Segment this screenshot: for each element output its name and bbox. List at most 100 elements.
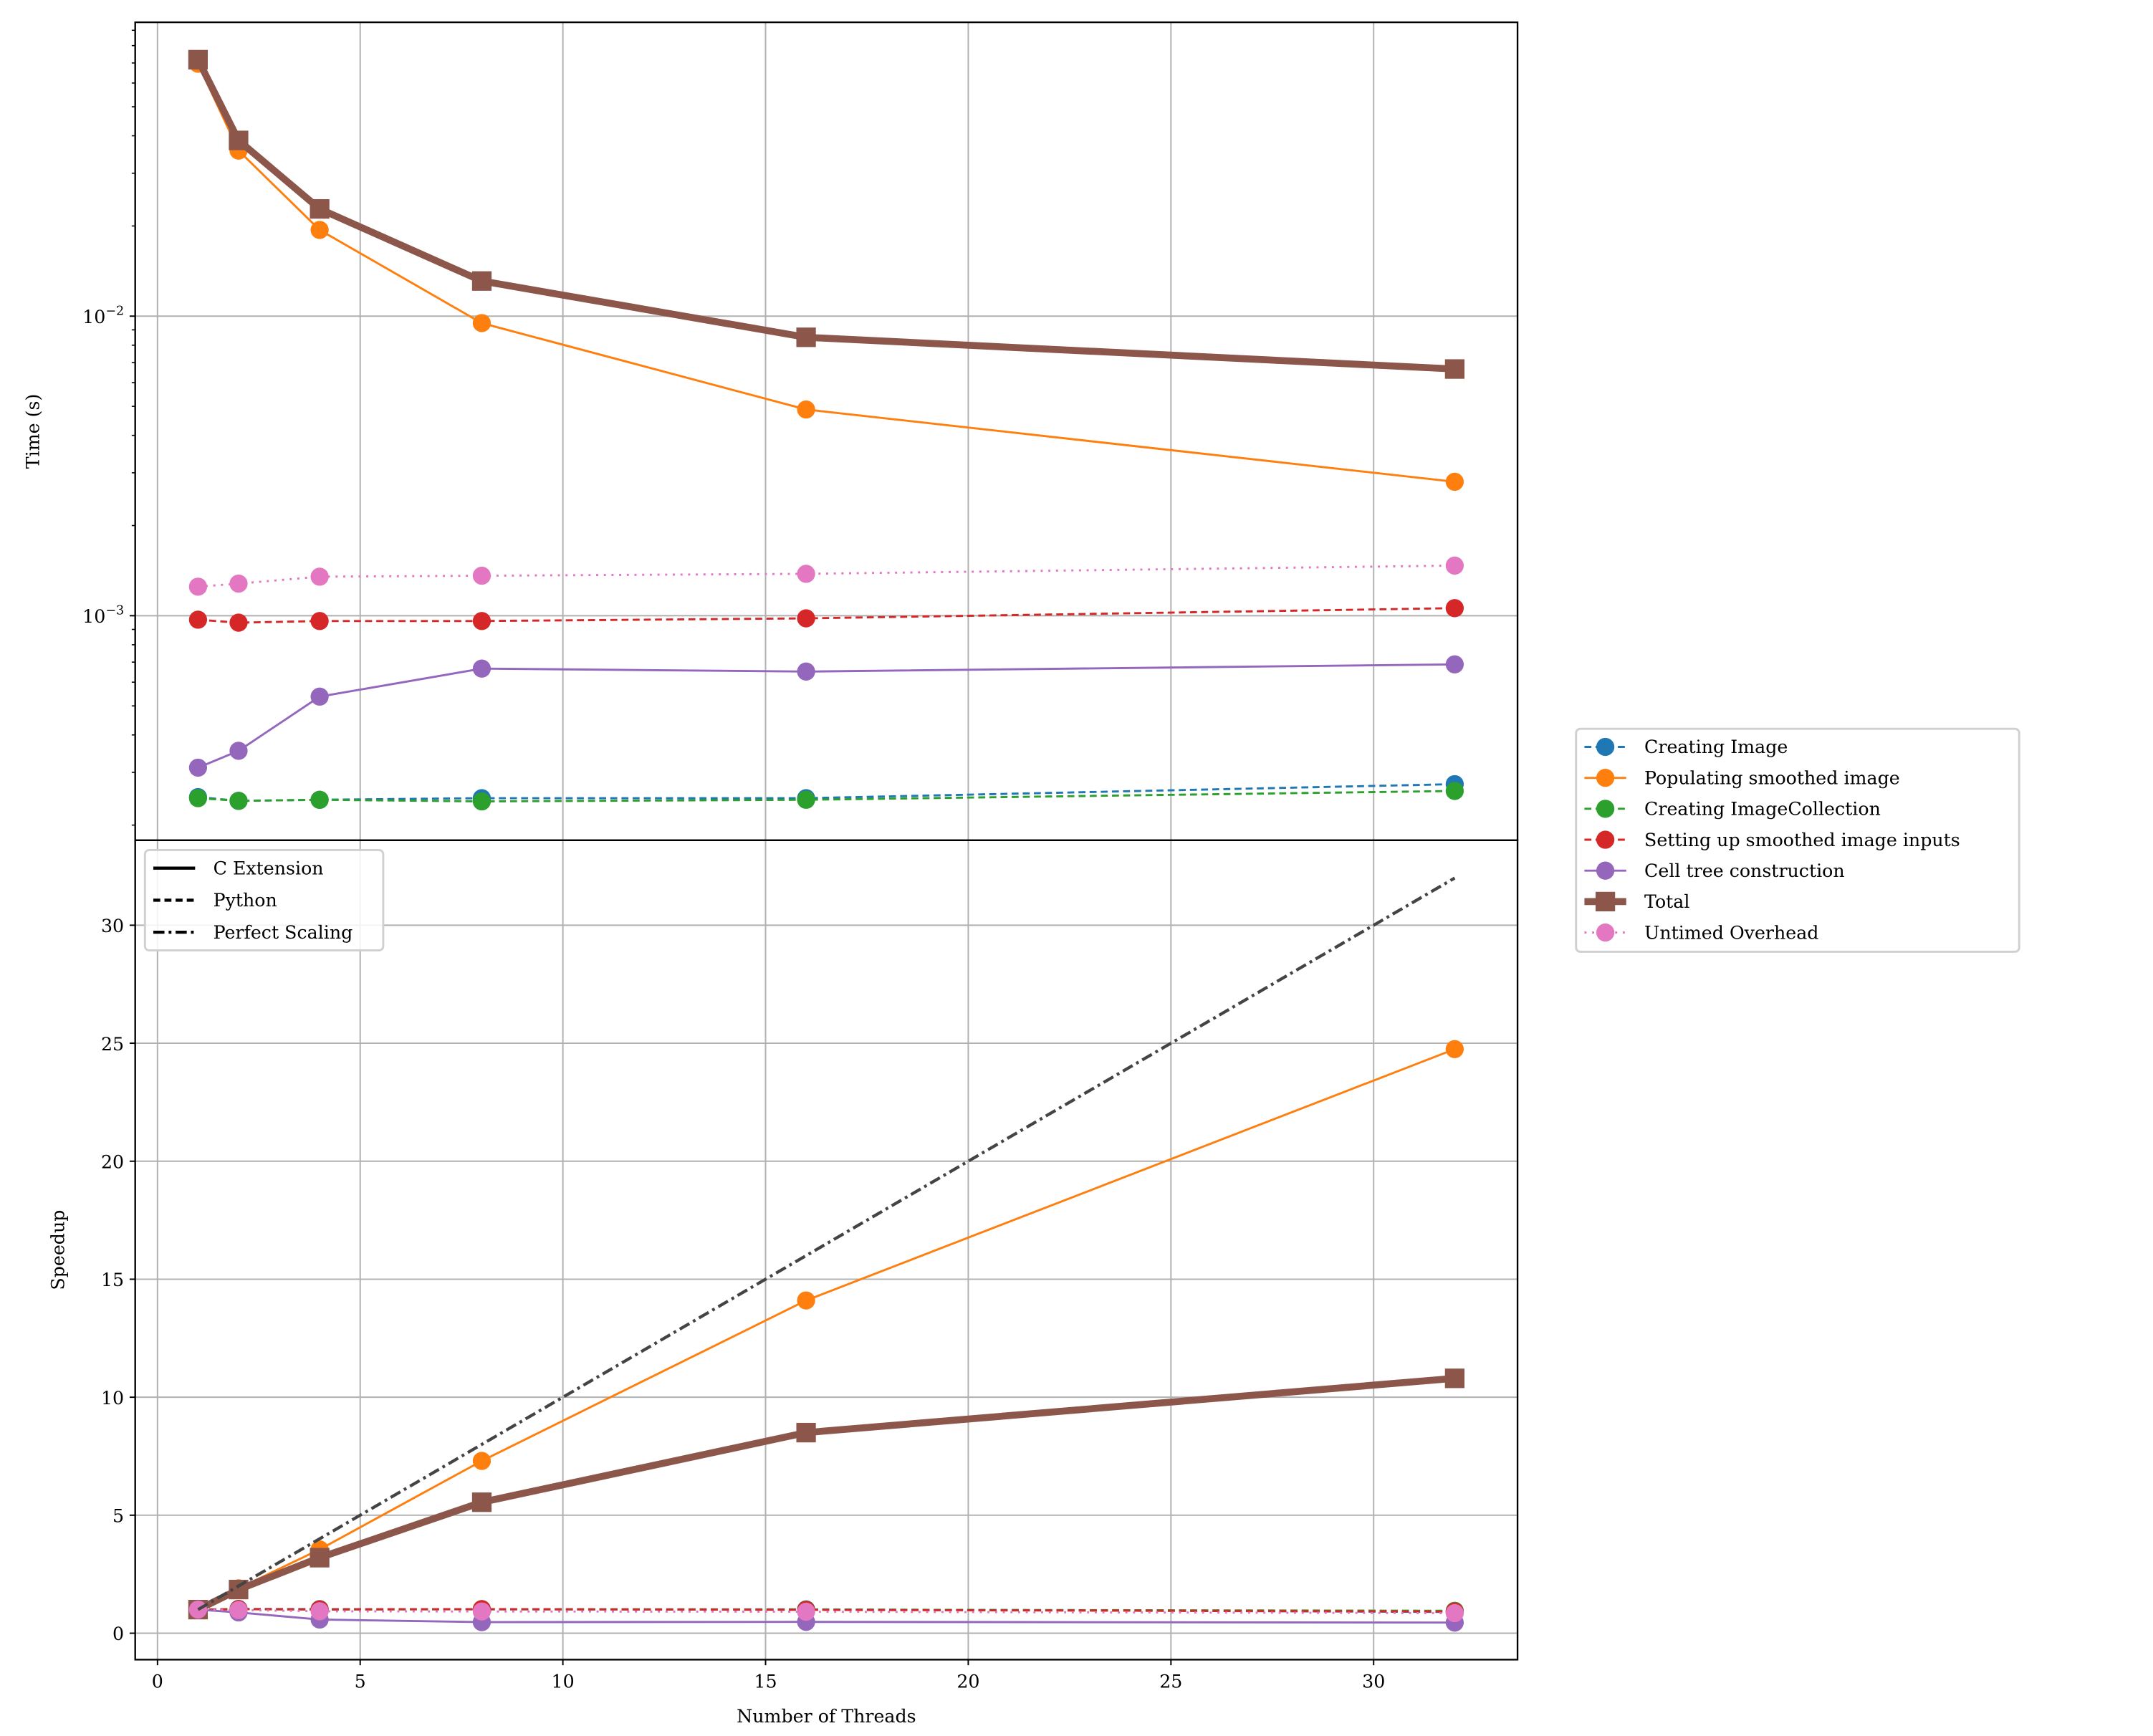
data-point <box>472 659 492 678</box>
data-point <box>472 1602 492 1621</box>
x-axis-label: Number of Threads <box>737 1706 916 1727</box>
legend-marker <box>1596 861 1615 880</box>
data-point <box>472 612 492 630</box>
data-point <box>229 574 248 593</box>
legend-label: Perfect Scaling <box>214 922 353 943</box>
axes-frame <box>134 21 1519 841</box>
tick-base: 10 <box>82 307 105 327</box>
series-line-populating-smoothed-image <box>197 63 1455 483</box>
data-point <box>310 221 329 239</box>
data-point <box>1445 1040 1464 1058</box>
legend-square-marker <box>1595 891 1616 911</box>
y-tick-label: 20 <box>101 1151 124 1172</box>
series-line-creating-image <box>198 783 1455 802</box>
data-point <box>472 792 492 811</box>
data-point <box>1445 1603 1464 1623</box>
data-point <box>472 566 492 585</box>
series-legend: Creating Image Populating smoothed image C… <box>1575 727 2020 953</box>
data-point <box>310 687 329 706</box>
data-point <box>310 612 329 630</box>
legend-label: Python <box>214 890 277 911</box>
legend-label: Populating smoothed image <box>1644 767 1900 788</box>
legend-label: Creating ImageCollection <box>1644 799 1881 820</box>
data-point <box>229 742 248 760</box>
x-tick-label: 30 <box>1362 1671 1385 1692</box>
series-line-total <box>196 1374 1455 1613</box>
data-point-square <box>310 1548 330 1568</box>
legend-label: Cell tree construction <box>1644 860 1845 881</box>
series-line-cell-tree-construction <box>197 663 1455 769</box>
y-tick-label: 10 <box>101 1388 124 1409</box>
data-point-square <box>1444 359 1464 379</box>
tick-exponent: −3 <box>105 603 124 618</box>
legend-marker <box>1596 800 1615 818</box>
y-tick-label: 15 <box>101 1270 124 1290</box>
legend-marker <box>1596 737 1615 757</box>
data-point <box>188 758 208 777</box>
data-point <box>1445 599 1464 618</box>
series-line-cell-tree-construction <box>198 1608 1455 1624</box>
data-point <box>1445 556 1464 575</box>
data-point <box>188 610 208 629</box>
series-line-untimed-overhead <box>198 564 1455 588</box>
y-axis-label: Speedup <box>48 1210 69 1290</box>
data-point-square <box>796 327 816 347</box>
speedup-plot: 0 5 10 15 20 25 30 0 5 10 15 20 25 30 Speedup Number of… <box>48 839 1519 1727</box>
x-tick-label: 10 <box>552 1671 575 1692</box>
data-point <box>188 789 208 807</box>
data-point <box>1445 472 1464 491</box>
data-point <box>229 1601 248 1619</box>
data-point <box>797 400 815 419</box>
series-line-perfect-scaling <box>197 876 1456 1611</box>
data-point-square <box>310 198 330 219</box>
data-point <box>229 613 248 632</box>
data-point-square <box>471 271 492 291</box>
x-tick-label: 5 <box>355 1671 366 1692</box>
series-line-setting-up-smoothed-image-inputs <box>198 1608 1455 1613</box>
data-point <box>472 1452 492 1470</box>
data-point-square <box>471 1492 492 1512</box>
data-point-square <box>1444 1368 1464 1389</box>
data-point <box>310 790 329 809</box>
tick-base: 10 <box>82 606 105 627</box>
data-point <box>310 567 329 586</box>
data-point <box>1445 655 1464 673</box>
data-point <box>472 314 492 332</box>
data-point <box>797 1291 815 1310</box>
data-point <box>1445 782 1464 800</box>
x-tick-label: 25 <box>1159 1671 1182 1692</box>
data-point-square <box>188 49 208 69</box>
data-point <box>188 577 208 596</box>
data-point <box>229 792 248 810</box>
series-line-populating-smoothed-image <box>197 1047 1455 1611</box>
y-tick-label: 10−2 <box>82 304 124 327</box>
y-tick-label: 10−3 <box>82 603 124 627</box>
x-tick-label: 0 <box>152 1671 163 1692</box>
legend-frame <box>1575 727 2020 953</box>
y-tick-label: 25 <box>101 1034 124 1055</box>
axes-frame <box>134 839 1519 1661</box>
legend-marker <box>1596 923 1615 942</box>
legend-marker <box>1596 830 1615 849</box>
y-tick-label: 30 <box>101 916 124 936</box>
y-tick-label: 5 <box>112 1506 124 1527</box>
legend-label: Creating Image <box>1644 737 1788 757</box>
data-point <box>797 790 815 809</box>
legend-label: Untimed Overhead <box>1644 922 1818 943</box>
x-tick-label: 15 <box>754 1671 777 1692</box>
linestyle-legend: C Extension Python Perfect Scaling <box>143 848 385 951</box>
data-point <box>797 565 815 583</box>
series-line-total <box>195 58 1455 373</box>
series-line-creating-imagecollection <box>198 790 1455 802</box>
legend-frame <box>143 848 385 951</box>
data-point <box>797 1602 815 1621</box>
legends: Creating Image Populating smoothed image C… <box>143 727 2020 953</box>
legend-label: Setting up smoothed image inputs <box>1644 830 1960 850</box>
data-point <box>797 662 815 681</box>
legend-marker <box>1596 769 1615 787</box>
data-point-square <box>229 130 249 150</box>
data-point-square <box>796 1422 816 1443</box>
y-tick-label: 0 <box>112 1624 124 1644</box>
